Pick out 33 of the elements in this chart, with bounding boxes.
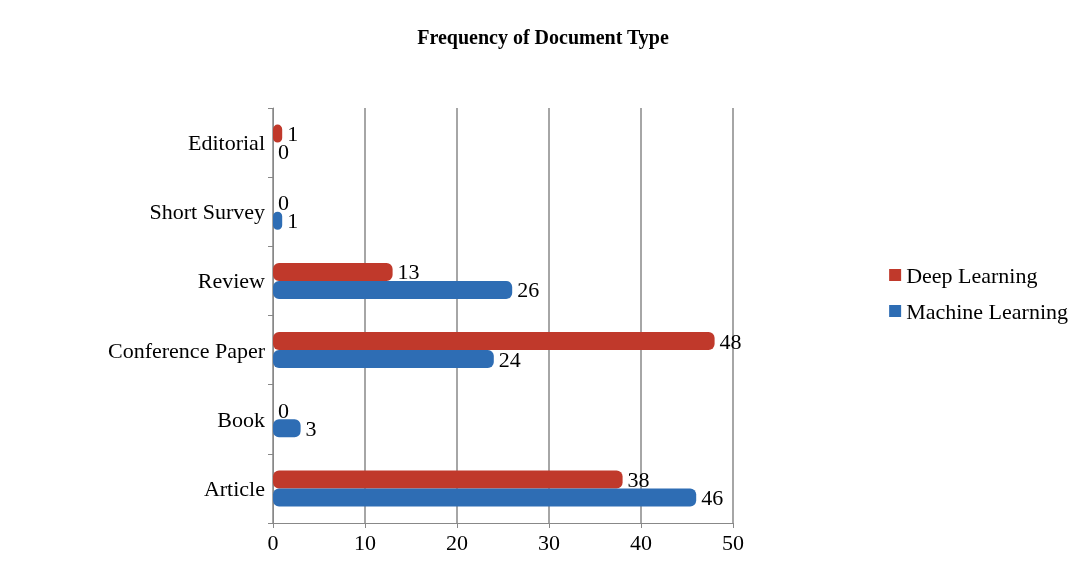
legend-label: Machine Learning xyxy=(906,298,1068,324)
bar xyxy=(273,470,623,489)
data-label: 1 xyxy=(287,121,299,147)
bar xyxy=(273,262,393,281)
y-tick-label: Short Survey xyxy=(149,199,265,225)
y-tick-label: Review xyxy=(197,268,266,294)
data-label: 46 xyxy=(701,484,724,510)
data-label: 0 xyxy=(278,139,289,165)
y-tick-label: Book xyxy=(217,406,265,432)
data-label: 24 xyxy=(498,346,521,372)
data-label: 48 xyxy=(719,328,742,354)
x-tick-label: 40 xyxy=(630,529,652,555)
x-tick-label: 0 xyxy=(267,529,279,555)
x-tick-label: 50 xyxy=(722,529,744,555)
bar xyxy=(273,350,494,369)
bar xyxy=(273,332,715,351)
x-tick-label: 30 xyxy=(538,529,560,555)
data-label: 0 xyxy=(278,190,289,216)
y-tick-label: Article xyxy=(203,475,265,501)
data-label: 0 xyxy=(278,397,289,423)
data-label: 26 xyxy=(517,277,540,303)
x-tick-label: 10 xyxy=(354,529,376,555)
chart-title: Frequency of Document Type xyxy=(417,26,669,49)
legend-label: Deep Learning xyxy=(906,262,1038,288)
data-label: 3 xyxy=(305,415,317,441)
bar xyxy=(273,488,697,507)
bar xyxy=(273,280,513,299)
data-label: 13 xyxy=(397,259,420,285)
x-tick-label: 20 xyxy=(446,529,468,555)
y-tick-label: Conference Paper xyxy=(108,337,266,363)
data-label: 38 xyxy=(627,466,650,492)
y-tick-label: Editorial xyxy=(188,130,265,156)
data-label: 1 xyxy=(287,208,299,234)
